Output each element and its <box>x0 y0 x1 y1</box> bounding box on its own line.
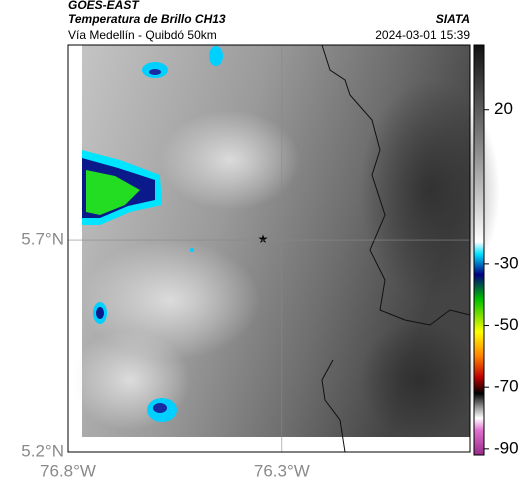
source: SIATA <box>436 12 470 26</box>
colorbar-ticks: 20 -30 -50 -70 -90 <box>484 99 519 457</box>
map-frame <box>67 44 471 453</box>
route: Vía Medellín - Quibdó 50km <box>68 28 217 42</box>
x-tick-label: 76.8°W <box>40 461 96 480</box>
colorbar-tick-label: 20 <box>494 99 513 118</box>
colorbar-tick-label: -30 <box>494 253 519 272</box>
y-tick-label: 5.2°N <box>21 441 64 460</box>
x-tick-label: 76.3°W <box>254 461 310 480</box>
timestamp: 2024-03-01 15:39 <box>375 28 470 42</box>
imagery: ★ <box>70 44 500 453</box>
location-star: ★ <box>258 232 269 246</box>
colorbar <box>473 44 485 456</box>
title: GOES-EAST <box>68 0 140 12</box>
colorbar-tick-label: -90 <box>494 438 519 457</box>
colorbar-tick-label: -70 <box>494 377 519 396</box>
colorbar-tick-label: -50 <box>494 315 519 334</box>
subtitle: Temperatura de Brillo CH13 <box>68 12 226 26</box>
y-tick-label: 5.7°N <box>21 230 64 249</box>
